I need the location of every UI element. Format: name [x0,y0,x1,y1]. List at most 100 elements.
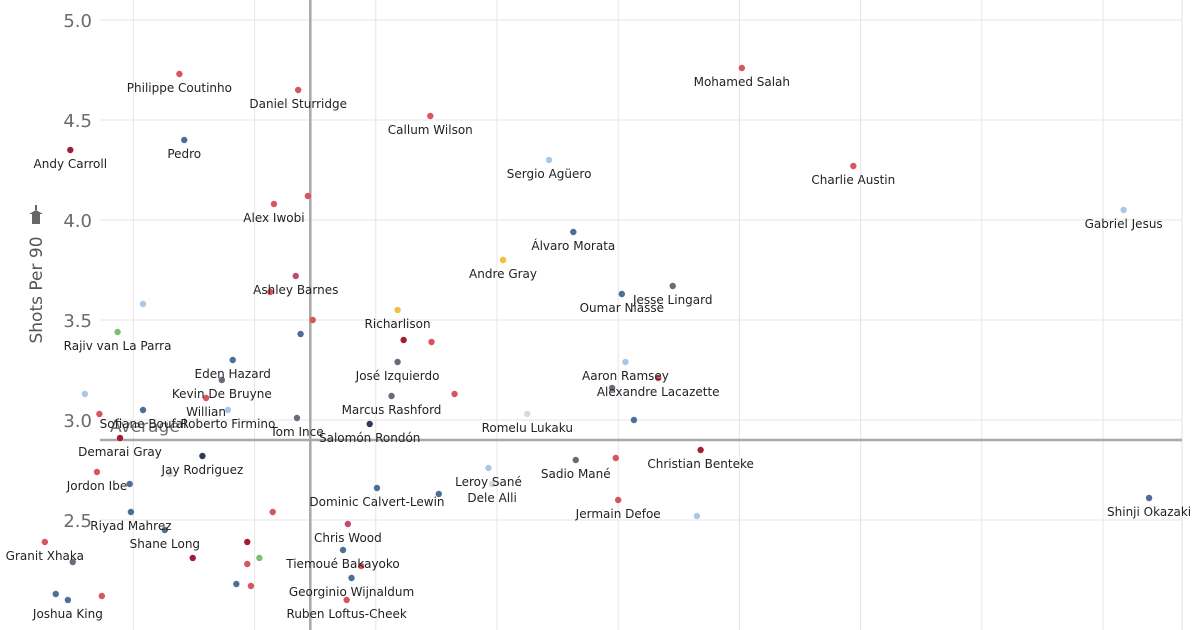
data-point[interactable] [524,410,531,418]
data-point[interactable] [116,434,124,442]
reference-lines: Average [100,0,1182,630]
data-point[interactable] [224,406,232,414]
data-point[interactable] [96,410,103,418]
data-point[interactable] [654,374,662,382]
data-point[interactable] [229,356,236,364]
pin-icon[interactable] [29,205,43,224]
data-point[interactable] [161,526,169,534]
y-tick-label: 3.5 [63,311,92,332]
data-point[interactable] [394,306,401,314]
data-point[interactable] [366,420,373,428]
data-point[interactable] [608,384,616,392]
data-point[interactable] [309,316,316,324]
data-point[interactable] [199,452,206,460]
data-point[interactable] [126,480,133,488]
data-point[interactable] [233,580,240,588]
data-point[interactable] [304,192,312,200]
grid [100,0,1183,630]
data-point[interactable] [166,470,173,478]
data-point[interactable] [69,558,76,566]
data-point[interactable] [202,394,210,402]
point-label: Pedro [167,147,201,161]
data-point[interactable] [81,390,89,398]
data-point[interactable] [247,582,255,590]
data-point[interactable] [622,358,629,366]
point-label: Álvaro Morata [531,238,615,253]
data-point[interactable] [612,454,619,462]
point-label: Aaron Ramsey [582,369,669,383]
data-point[interactable] [244,538,251,546]
y-tick-label: 3.0 [63,411,92,432]
point-label: Kevin De Bruyne [172,387,272,401]
point-label: Andy Carroll [34,157,107,171]
data-point[interactable] [570,228,577,236]
data-point[interactable] [435,490,442,498]
data-point[interactable] [339,546,347,554]
data-point[interactable] [427,112,434,120]
data-point[interactable] [292,272,299,280]
data-point[interactable] [267,288,274,296]
point-label: Eden Hazard [195,367,271,381]
data-point[interactable] [269,508,276,516]
data-point[interactable] [343,596,350,604]
data-point[interactable] [294,86,302,94]
data-point[interactable] [293,414,301,422]
data-point[interactable] [358,562,365,570]
y-tick-label: 5.0 [63,11,92,32]
data-point[interactable] [697,446,704,454]
data-point[interactable] [614,496,622,504]
data-point[interactable] [64,596,72,604]
y-tick-label: 2.5 [63,511,92,532]
data-point[interactable] [850,162,857,170]
data-point[interactable] [348,574,355,582]
point-label: Willian [186,405,226,419]
point-label: Richarlison [365,317,431,331]
data-point[interactable] [499,256,507,264]
data-point[interactable] [545,156,553,164]
data-point[interactable] [52,590,59,598]
point-label: Alex Iwobi [243,211,304,225]
data-point[interactable] [488,480,496,488]
point-label: Rajiv van La Parra [64,339,172,353]
data-point[interactable] [41,538,49,546]
data-point[interactable] [297,330,304,338]
data-point[interactable] [270,200,278,208]
y-axis-ticks: 5.0 4.5 4.0 3.5 3.0 2.5 [63,11,92,532]
data-point[interactable] [1120,206,1127,214]
point-label: Salomón Rondón [319,431,420,445]
data-point[interactable] [428,338,435,346]
data-point[interactable] [256,554,263,562]
data-point[interactable] [98,592,106,600]
data-point[interactable] [1145,494,1153,502]
data-point[interactable] [388,392,395,400]
point-label: Ruben Loftus-Cheek [287,607,407,621]
data-point[interactable] [139,406,147,414]
y-tick-label: 4.5 [63,111,92,132]
data-point[interactable] [669,282,676,290]
data-point[interactable] [218,376,226,384]
data-point[interactable] [400,336,407,344]
point-label: Sofiane Boufal [100,417,187,431]
data-point[interactable] [344,520,352,528]
data-point[interactable] [394,358,401,366]
data-point[interactable] [738,64,746,72]
data-point[interactable] [618,290,626,298]
point-label: Gabriel Jesus [1085,217,1163,231]
point-label: Mohamed Salah [694,75,790,89]
point-label: Shinji Okazaki [1107,505,1191,519]
data-point[interactable] [176,70,183,78]
data-point[interactable] [572,456,579,464]
data-point[interactable] [485,464,492,472]
data-point[interactable] [451,390,458,398]
data-point[interactable] [139,300,147,308]
data-point[interactable] [373,484,381,492]
data-point[interactable] [630,416,638,424]
data-point[interactable] [93,468,101,476]
data-point[interactable] [244,560,251,568]
data-point[interactable] [67,146,74,154]
data-point[interactable] [189,554,196,562]
data-point[interactable] [693,512,701,520]
data-point[interactable] [127,508,135,516]
data-point[interactable] [181,136,188,144]
data-point[interactable] [114,328,121,336]
